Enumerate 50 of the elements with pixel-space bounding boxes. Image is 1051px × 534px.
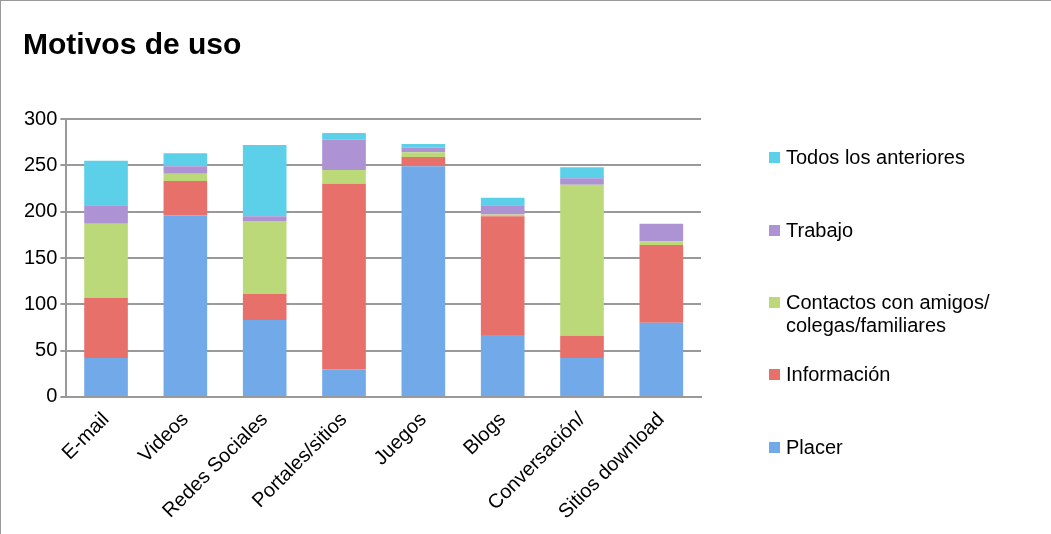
- bar: [84, 160, 128, 206]
- bar: [401, 156, 446, 167]
- bar: [560, 184, 604, 336]
- legend-label: Todos los anteriores: [786, 146, 966, 169]
- bar: [480, 197, 525, 206]
- bar: [639, 245, 684, 323]
- y-tick-label: 300: [23, 106, 58, 129]
- bar: [242, 294, 287, 321]
- bar: [560, 358, 604, 396]
- bar: [84, 297, 128, 359]
- legend-label: Trabajo: [786, 219, 855, 242]
- bar: [639, 223, 684, 242]
- y-tick-label: 200: [23, 199, 58, 222]
- bar: [163, 166, 208, 174]
- bar: [401, 152, 446, 157]
- bar: [163, 173, 208, 182]
- bar: [322, 132, 366, 140]
- bar: [242, 320, 287, 396]
- bar: [322, 169, 366, 184]
- bar: [480, 205, 525, 215]
- bar: [84, 358, 128, 396]
- bar: [560, 167, 604, 179]
- y-tick-label: 100: [23, 291, 58, 314]
- bar: [639, 322, 684, 396]
- bar: [560, 178, 604, 185]
- bar: [242, 216, 287, 221]
- bar: [84, 205, 128, 224]
- legend-label: Información: [786, 363, 892, 386]
- bar: [639, 241, 684, 246]
- bar: [163, 215, 208, 396]
- bar: [401, 144, 446, 148]
- bar: [242, 144, 287, 217]
- bar: [560, 335, 604, 359]
- y-tick-label: 150: [23, 245, 58, 268]
- bar: [163, 181, 208, 216]
- bar: [84, 223, 128, 298]
- bar: [480, 334, 525, 396]
- bar: [401, 166, 446, 396]
- bar: [322, 183, 366, 370]
- bar: [480, 216, 525, 335]
- bar: [242, 220, 287, 295]
- legend-label: Contactos con amigos/ colegas/familiares: [786, 291, 991, 337]
- legend-label: Placer: [786, 436, 844, 459]
- y-tick-label: 50: [35, 338, 58, 361]
- bar: [322, 369, 366, 396]
- y-tick-label: 0: [46, 384, 58, 407]
- y-tick-label: 250: [23, 152, 58, 175]
- chart-title: Motivos de uso: [23, 27, 242, 61]
- bar: [163, 153, 208, 167]
- bar: [322, 139, 366, 170]
